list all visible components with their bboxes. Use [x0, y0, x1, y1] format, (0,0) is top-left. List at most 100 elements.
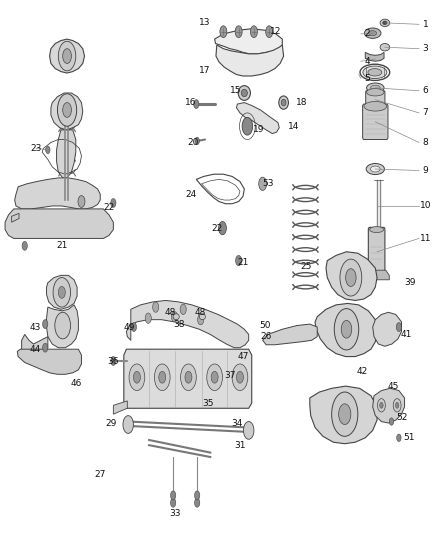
Circle shape — [244, 422, 254, 439]
Text: 18: 18 — [296, 98, 308, 107]
Text: 19: 19 — [253, 125, 264, 134]
Circle shape — [170, 491, 176, 500]
Ellipse shape — [364, 101, 387, 111]
Text: 4: 4 — [365, 56, 370, 66]
Circle shape — [63, 102, 71, 117]
Circle shape — [78, 196, 85, 207]
Polygon shape — [124, 349, 252, 408]
Circle shape — [171, 312, 177, 322]
Ellipse shape — [380, 44, 390, 51]
Text: 13: 13 — [199, 18, 211, 27]
Polygon shape — [365, 52, 384, 61]
Circle shape — [332, 392, 358, 437]
Circle shape — [232, 364, 248, 391]
Polygon shape — [263, 324, 317, 345]
Ellipse shape — [367, 88, 384, 96]
Text: 22: 22 — [211, 224, 223, 232]
Circle shape — [207, 364, 223, 391]
Circle shape — [396, 322, 402, 332]
Text: 1: 1 — [423, 20, 428, 29]
Polygon shape — [315, 303, 377, 357]
Circle shape — [22, 241, 27, 251]
Text: 12: 12 — [270, 27, 282, 36]
Text: 36: 36 — [108, 357, 119, 366]
Text: 34: 34 — [232, 418, 243, 427]
Text: 35: 35 — [202, 399, 214, 408]
Polygon shape — [364, 270, 389, 280]
Text: 37: 37 — [224, 372, 236, 380]
Circle shape — [380, 402, 383, 408]
Ellipse shape — [173, 314, 179, 320]
Circle shape — [180, 364, 196, 391]
Circle shape — [397, 434, 401, 441]
Circle shape — [378, 399, 385, 412]
Circle shape — [393, 399, 401, 412]
Text: 16: 16 — [185, 98, 196, 107]
Text: 14: 14 — [287, 122, 299, 131]
Text: 9: 9 — [423, 166, 428, 175]
Ellipse shape — [241, 90, 247, 96]
FancyBboxPatch shape — [368, 228, 385, 272]
Text: 41: 41 — [400, 330, 412, 339]
Circle shape — [180, 304, 186, 314]
Polygon shape — [51, 93, 83, 130]
Text: 8: 8 — [423, 138, 428, 147]
Circle shape — [220, 26, 227, 38]
Circle shape — [346, 269, 356, 286]
Circle shape — [341, 320, 352, 338]
Ellipse shape — [367, 83, 384, 93]
Text: 21: 21 — [56, 241, 67, 251]
Text: 11: 11 — [420, 234, 431, 243]
Polygon shape — [326, 252, 377, 301]
Circle shape — [58, 41, 76, 71]
Polygon shape — [5, 209, 113, 238]
Circle shape — [123, 416, 134, 433]
Text: 52: 52 — [397, 414, 408, 422]
Ellipse shape — [380, 19, 390, 27]
Polygon shape — [46, 305, 78, 348]
Text: 49: 49 — [124, 322, 135, 332]
Text: 26: 26 — [261, 332, 272, 341]
Polygon shape — [21, 334, 48, 359]
Text: 6: 6 — [423, 86, 428, 95]
Circle shape — [42, 343, 48, 352]
Text: 53: 53 — [262, 179, 274, 188]
Circle shape — [185, 372, 192, 383]
Circle shape — [235, 26, 242, 38]
Polygon shape — [216, 45, 284, 76]
Text: 51: 51 — [403, 433, 415, 442]
Text: 21: 21 — [237, 259, 249, 268]
Ellipse shape — [279, 96, 288, 109]
Circle shape — [389, 418, 394, 425]
FancyBboxPatch shape — [366, 91, 385, 109]
Circle shape — [195, 138, 199, 144]
Text: 15: 15 — [230, 86, 241, 95]
Text: 47: 47 — [237, 352, 249, 361]
Ellipse shape — [364, 28, 381, 38]
Circle shape — [63, 49, 71, 63]
Polygon shape — [14, 178, 100, 209]
Ellipse shape — [368, 69, 382, 76]
Circle shape — [259, 177, 267, 190]
Ellipse shape — [370, 227, 384, 232]
Circle shape — [111, 199, 116, 207]
Polygon shape — [57, 130, 76, 178]
Polygon shape — [46, 276, 77, 309]
Text: 25: 25 — [300, 262, 312, 271]
Polygon shape — [12, 213, 19, 222]
Circle shape — [129, 364, 145, 391]
Circle shape — [145, 313, 151, 324]
Circle shape — [236, 255, 242, 266]
Polygon shape — [17, 349, 81, 374]
Circle shape — [58, 286, 65, 298]
Text: 45: 45 — [387, 382, 399, 391]
Text: 5: 5 — [364, 74, 370, 83]
Polygon shape — [113, 401, 127, 414]
Circle shape — [170, 498, 176, 507]
Circle shape — [237, 372, 244, 383]
Text: 10: 10 — [420, 201, 431, 211]
Text: 46: 46 — [70, 378, 81, 387]
Circle shape — [266, 26, 273, 38]
Text: 42: 42 — [357, 367, 368, 376]
Text: 48: 48 — [195, 308, 206, 317]
